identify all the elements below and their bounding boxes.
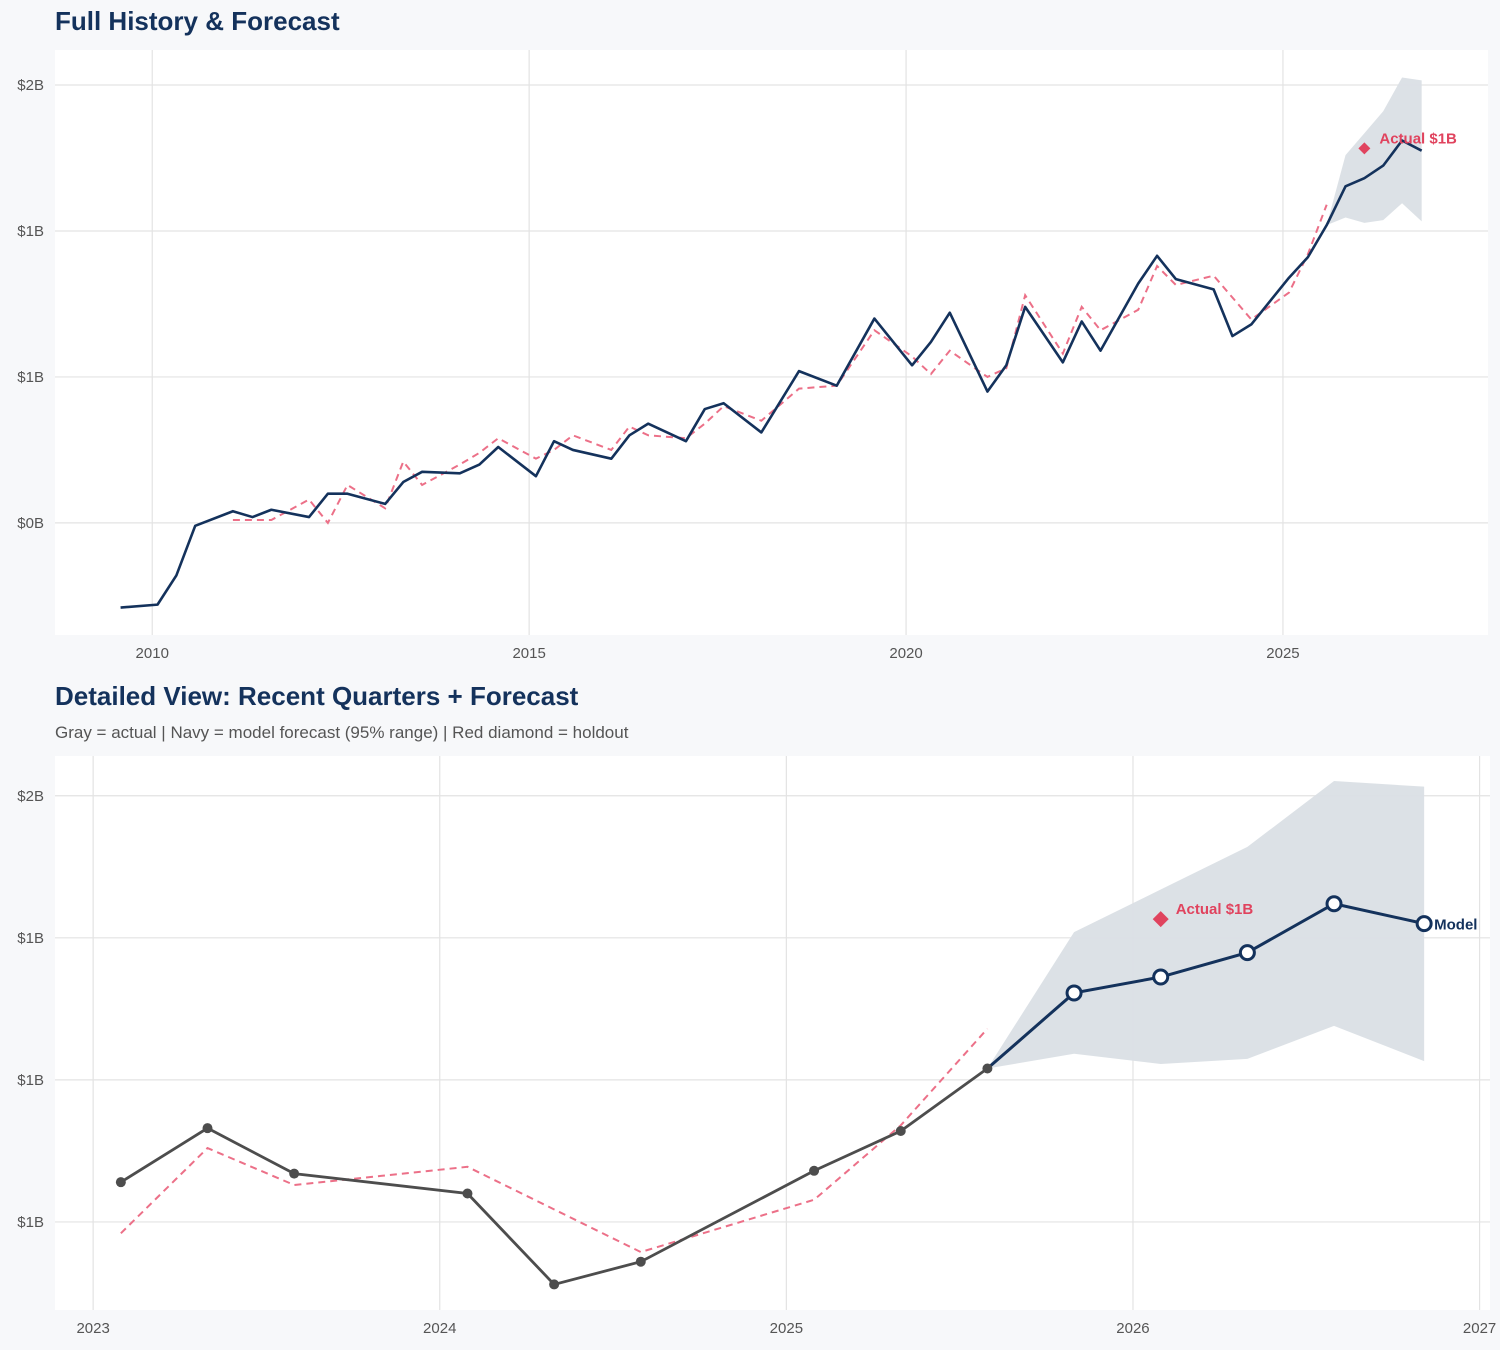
x-tick-label: 2024 — [423, 1320, 456, 1337]
actual-point — [982, 1063, 993, 1074]
actual-point — [549, 1279, 560, 1290]
fitted-line — [120, 1028, 989, 1254]
chart-subtitle-legend: Gray = actual | Navy = model forecast (9… — [55, 723, 629, 742]
y-tick-label: $1B — [17, 223, 44, 240]
actual-point — [809, 1165, 820, 1176]
x-tick-label: 2027 — [1463, 1320, 1496, 1337]
detailed-chart: $1B $1B $1B $2B 2023 2024 2025 2026 2027 Model Act… — [17, 756, 1496, 1337]
actual-point — [289, 1168, 300, 1179]
y-tick-label: $1B — [17, 1214, 44, 1231]
forecast-label: Model — [1434, 917, 1477, 934]
x-tick-label: 2015 — [512, 645, 545, 662]
forecast-point — [1415, 915, 1433, 933]
x-tick-label: 2023 — [76, 1320, 109, 1337]
forecast-point — [1238, 944, 1256, 962]
holdout-label: Actual $1B — [1176, 901, 1254, 918]
x-tick-label: 2025 — [770, 1320, 803, 1337]
y-tick-label: $2B — [17, 77, 44, 94]
holdout-label: Actual $1B — [1379, 130, 1457, 147]
y-tick-label: $1B — [17, 1072, 44, 1089]
y-tick-label: $1B — [17, 369, 44, 386]
y-tick-label: $1B — [17, 930, 44, 947]
fitted-line — [232, 204, 1328, 525]
x-tick-label: 2010 — [136, 645, 169, 662]
x-tick-label: 2025 — [1266, 645, 1299, 662]
y-tick-label: $0B — [17, 515, 44, 532]
actual-point — [462, 1188, 473, 1199]
chart-title-detailed-view: Detailed View: Recent Quarters + Forecas… — [55, 681, 579, 711]
holdout-diamond — [1152, 911, 1169, 928]
actual-point — [202, 1123, 213, 1134]
actual-point — [635, 1256, 646, 1267]
forecast-point — [1065, 984, 1083, 1002]
forecast-point — [1325, 895, 1343, 913]
actual-and-forecast-line — [120, 139, 1423, 609]
forecast-line — [986, 902, 1425, 1070]
x-tick-label: 2026 — [1116, 1320, 1149, 1337]
x-tick-label: 2020 — [889, 645, 922, 662]
holdout-diamond — [1358, 142, 1371, 155]
forecast-point — [1152, 968, 1170, 986]
y-tick-label: $2B — [17, 788, 44, 805]
history-chart: $0B $1B $1B $2B 2010 2015 2020 2025 Actual $1B — [17, 50, 1488, 662]
chart-title-full-history: Full History & Forecast — [55, 6, 340, 36]
forecast-range-band — [1326, 77, 1422, 226]
forecast-range-band — [987, 781, 1425, 1069]
actual-point — [895, 1126, 906, 1137]
actual-point — [115, 1177, 126, 1188]
plot-area — [55, 50, 1488, 635]
